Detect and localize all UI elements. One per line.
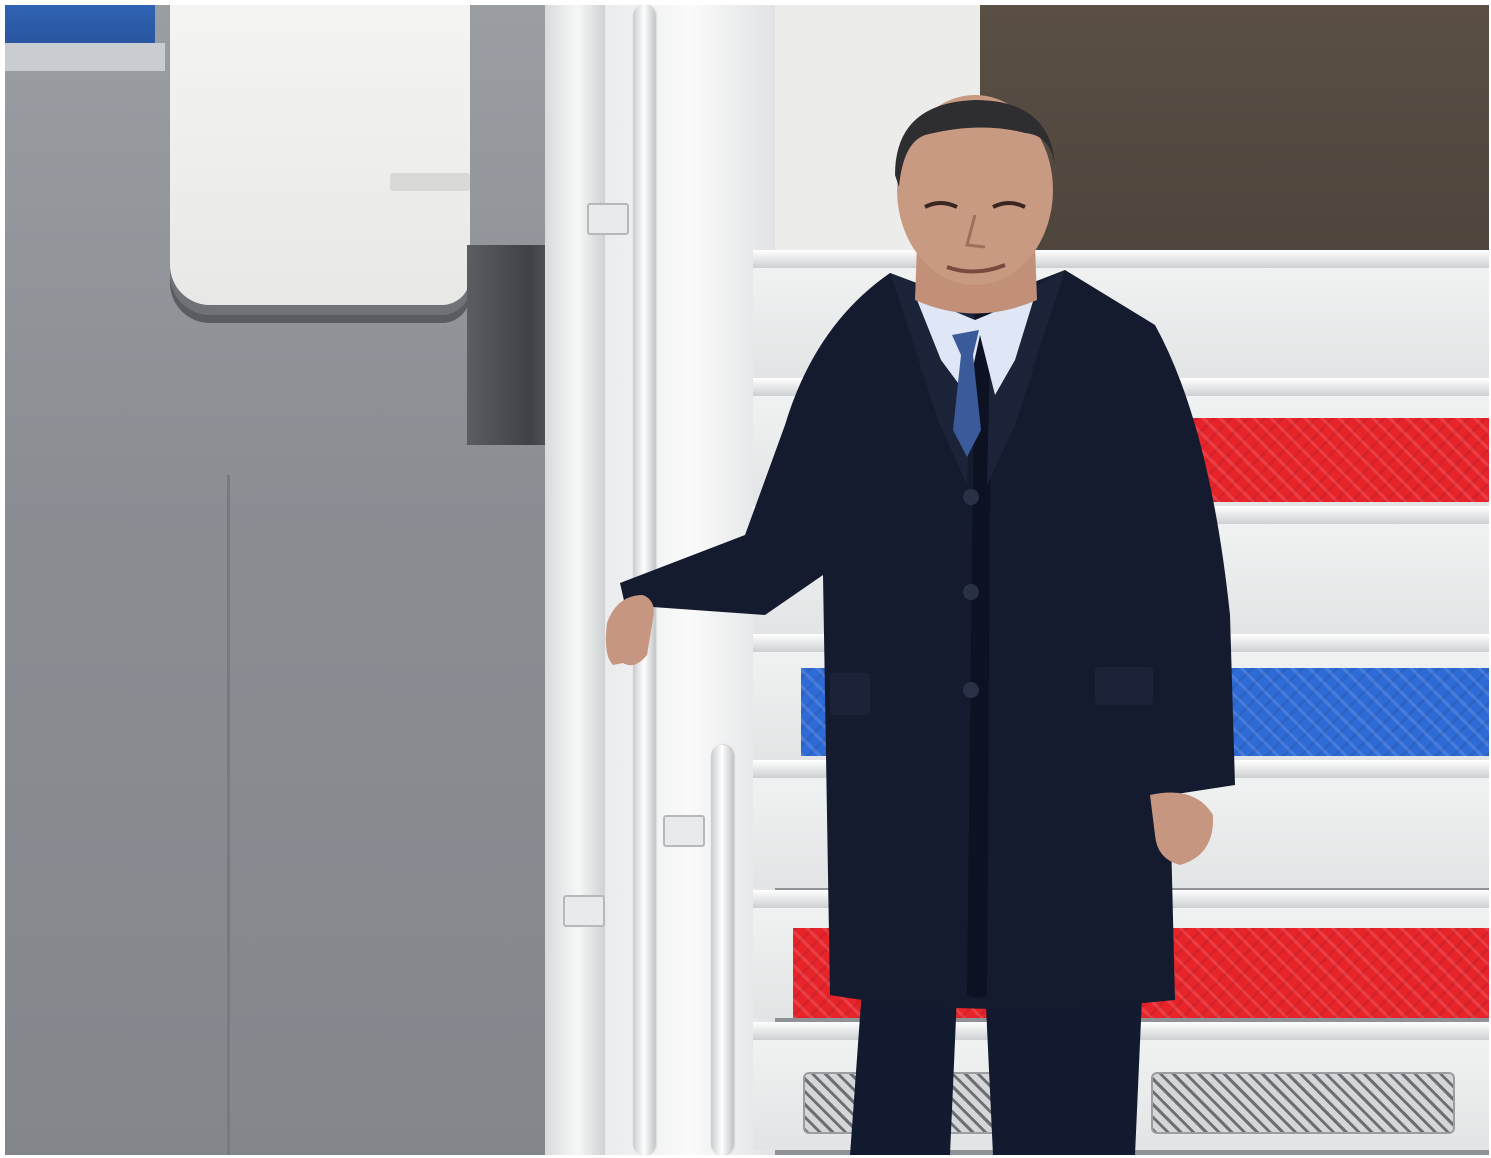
rail-bracket xyxy=(663,815,705,847)
nose xyxy=(965,214,986,249)
photo-frame xyxy=(5,5,1489,1155)
stair-riser-red xyxy=(1183,418,1489,502)
fuselage-panel-line xyxy=(227,475,230,1155)
coat-button xyxy=(963,584,979,600)
person-figure xyxy=(605,95,1235,1155)
pocket-flap-left xyxy=(830,673,870,715)
eye-left xyxy=(924,201,958,209)
trouser-leg-left xyxy=(850,975,957,1155)
hand-at-side xyxy=(1150,792,1214,865)
trouser-leg-right xyxy=(985,975,1143,1155)
stair-grate xyxy=(1151,1072,1455,1134)
door-handle xyxy=(390,173,470,191)
overcoat xyxy=(620,270,1235,1009)
airline-stripe xyxy=(5,5,155,43)
necktie xyxy=(952,330,981,457)
handrail xyxy=(711,745,733,1155)
hand-on-rail xyxy=(605,595,654,666)
face xyxy=(897,95,1053,285)
hair xyxy=(895,100,1055,187)
pocket-flap-right xyxy=(1095,667,1153,705)
eye-right xyxy=(992,201,1026,209)
cabin-doorway xyxy=(979,5,1489,250)
coat-placket xyxy=(967,305,991,998)
fuselage-seam xyxy=(5,43,165,71)
rail-bracket xyxy=(563,895,605,927)
aircraft-door xyxy=(170,5,470,305)
coat-button xyxy=(963,682,979,698)
coat-button xyxy=(963,489,979,505)
mouth xyxy=(946,263,1006,274)
rail-bracket xyxy=(587,203,629,235)
stair-side-frame xyxy=(545,5,605,1155)
